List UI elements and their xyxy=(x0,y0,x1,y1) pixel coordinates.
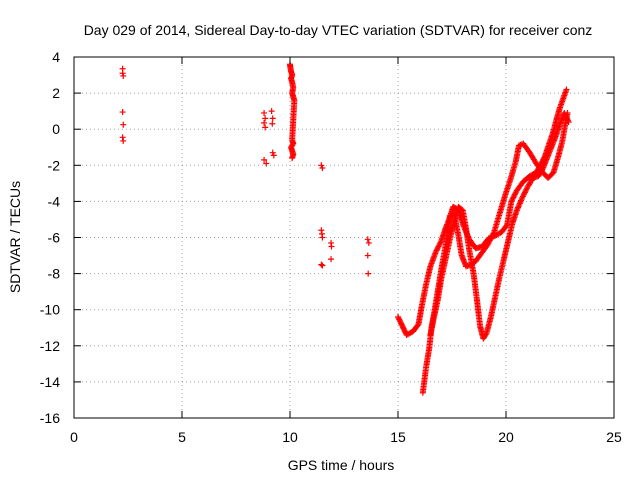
grid-lines xyxy=(74,57,614,418)
series-5 xyxy=(427,109,572,342)
y-tick-label: 4 xyxy=(52,49,60,65)
data-point xyxy=(328,243,335,250)
x-tick-label: 10 xyxy=(282,429,298,445)
data-point xyxy=(120,72,127,79)
data-point xyxy=(521,189,528,196)
data-point xyxy=(482,331,489,338)
data-point xyxy=(508,198,515,205)
data-point xyxy=(437,239,444,246)
data-point xyxy=(433,247,440,254)
data-point xyxy=(511,191,518,198)
data-point xyxy=(512,190,519,197)
y-tick-labels: -16 -14 -12 -10 -8 -6 -4 -2 0 2 4 xyxy=(40,49,60,426)
data-point xyxy=(523,186,530,193)
data-point xyxy=(364,252,371,259)
x-axis-label: GPS time / hours xyxy=(288,457,395,473)
data-point xyxy=(521,190,528,197)
data-point xyxy=(503,223,510,230)
y-tick-label: -10 xyxy=(40,302,60,318)
series-1 xyxy=(119,65,372,277)
data-point xyxy=(318,162,325,169)
data-point xyxy=(365,239,372,246)
y-tick-label: 0 xyxy=(52,121,60,137)
data-point xyxy=(319,165,326,172)
y-tick-label: -4 xyxy=(48,193,61,209)
data-point xyxy=(365,270,372,277)
data-point xyxy=(119,70,126,77)
y-tick-label: -6 xyxy=(48,230,61,246)
data-point xyxy=(364,236,371,243)
data-point xyxy=(519,194,526,201)
data-point xyxy=(328,256,335,263)
data-point xyxy=(434,246,441,253)
data-point xyxy=(261,109,268,116)
data-point xyxy=(262,115,269,122)
data-point xyxy=(119,109,126,116)
x-tick-label: 0 xyxy=(70,429,78,445)
y-tick-label: -8 xyxy=(48,266,61,282)
data-point xyxy=(509,197,516,204)
x-tick-label: 25 xyxy=(606,429,622,445)
data-point xyxy=(119,134,126,141)
data-point xyxy=(511,192,518,199)
data-point xyxy=(269,120,276,127)
data-point xyxy=(120,121,127,128)
x-tick-label: 5 xyxy=(178,429,186,445)
data-point xyxy=(432,248,439,255)
data-point xyxy=(522,188,529,195)
chart-title: Day 029 of 2014, Sidereal Day-to-day VTE… xyxy=(84,22,593,38)
series-3 xyxy=(395,86,570,338)
data-point xyxy=(565,118,572,125)
y-tick-label: -14 xyxy=(40,374,60,390)
data-point xyxy=(436,242,443,249)
data-point xyxy=(509,195,516,202)
data-points xyxy=(119,61,572,396)
y-tick-label: -2 xyxy=(48,157,61,173)
data-point xyxy=(414,322,421,329)
x-tick-labels: 0 5 10 15 20 25 xyxy=(70,429,622,445)
data-point xyxy=(120,137,127,144)
y-axis-label: SDTVAR / TECUs xyxy=(7,181,23,293)
data-point xyxy=(269,149,276,156)
data-point xyxy=(435,243,442,250)
data-point xyxy=(519,193,526,200)
data-point xyxy=(261,119,268,126)
data-point xyxy=(510,194,517,201)
y-tick-label: 2 xyxy=(52,85,60,101)
data-point xyxy=(269,115,276,122)
axis-ticks xyxy=(73,56,615,419)
data-point xyxy=(563,86,570,93)
data-point xyxy=(319,234,326,241)
data-point xyxy=(318,261,325,268)
data-point xyxy=(262,124,269,131)
data-point xyxy=(565,117,572,124)
x-tick-label: 20 xyxy=(498,429,514,445)
series-2 xyxy=(287,61,298,162)
data-point xyxy=(261,156,268,163)
data-point xyxy=(520,192,527,199)
data-point xyxy=(270,152,277,159)
data-point xyxy=(434,244,441,251)
data-point xyxy=(436,240,443,247)
data-point xyxy=(268,108,275,115)
data-point xyxy=(318,227,325,234)
y-tick-label: -12 xyxy=(40,338,60,354)
data-point xyxy=(289,155,296,162)
x-tick-label: 15 xyxy=(390,429,406,445)
data-point xyxy=(319,262,326,269)
data-point xyxy=(263,160,270,167)
y-tick-label: -16 xyxy=(40,410,60,426)
